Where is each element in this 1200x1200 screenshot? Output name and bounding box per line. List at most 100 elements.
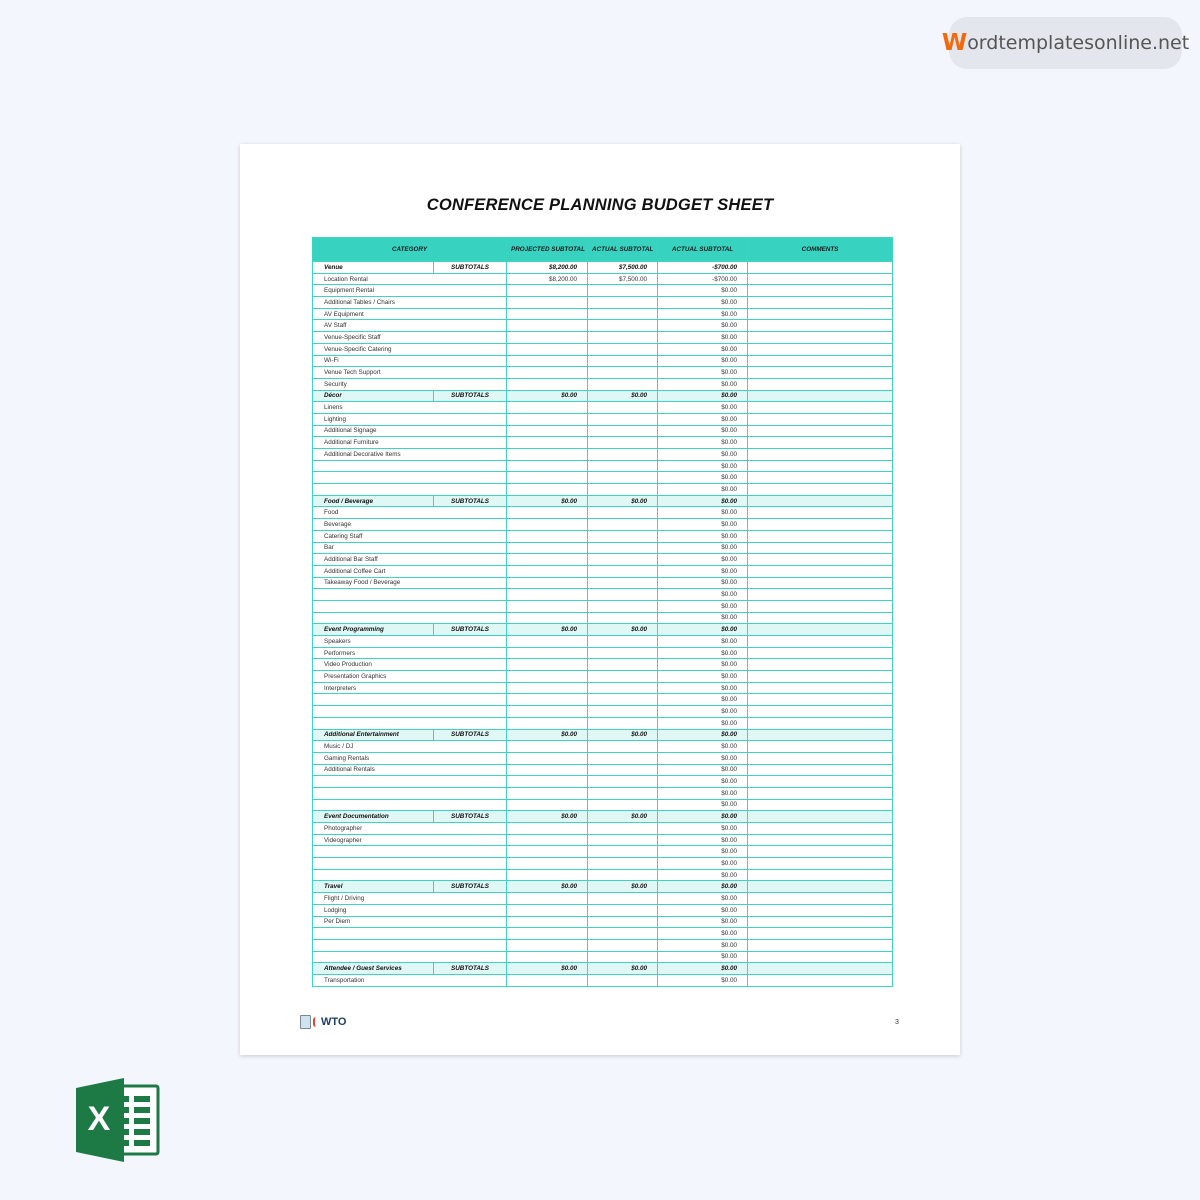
projected-cell: [506, 424, 589, 438]
comments-cell: [747, 529, 894, 543]
difference-cell: $0.00: [657, 751, 749, 765]
table-row: $0.00: [311, 471, 894, 485]
projected-subtotal: $0.00: [506, 389, 589, 403]
actual-cell: [587, 377, 659, 391]
excel-logo-icon: X: [76, 1078, 160, 1162]
actual-cell: [587, 412, 659, 426]
projected-cell: [506, 892, 589, 905]
difference-cell: $0.00: [657, 296, 749, 309]
section-subtotal-row: Event Documentation SUBTOTALS $0.00 $0.00 $0…: [312, 810, 894, 823]
projected-subtotal: $0.00: [506, 962, 589, 975]
table-row: Gaming Rentals $0.00: [311, 751, 894, 765]
table-row: Performers $0.00: [311, 646, 894, 660]
projected-cell: [506, 342, 589, 356]
item-label: AV Equipment: [311, 307, 508, 321]
logo-text: WTO: [321, 1016, 347, 1028]
table-row: Transportation $0.00: [311, 973, 894, 987]
item-label: Transportation: [311, 973, 508, 987]
actual-cell: [587, 307, 659, 321]
item-label: [311, 599, 508, 613]
item-label: [311, 611, 508, 625]
projected-cell: $8,200.00: [506, 272, 589, 286]
table-row: Additional Signage $0.00: [311, 424, 894, 438]
comments-cell: [747, 284, 894, 298]
difference-cell: $0.00: [657, 412, 749, 426]
comments-cell: [747, 436, 894, 449]
comments-cell: [747, 716, 894, 730]
projected-cell: [506, 786, 589, 800]
projected-subtotal: $0.00: [506, 728, 589, 742]
actual-cell: [587, 973, 659, 987]
difference-subtotal: $0.00: [657, 623, 749, 636]
item-label: [311, 950, 508, 964]
difference-cell: $0.00: [657, 868, 749, 882]
projected-subtotal: $0.00: [506, 880, 589, 894]
item-label: [311, 705, 508, 718]
table-row: Photographer $0.00: [311, 822, 894, 835]
header-comments: COMMENTS: [747, 237, 894, 262]
item-label: Takeaway Food / Beverage: [311, 576, 508, 590]
comments-cell: [747, 705, 894, 718]
actual-cell: [587, 342, 659, 356]
actual-cell: [587, 670, 659, 683]
difference-subtotal: $0.00: [657, 962, 749, 975]
projected-cell: [506, 576, 589, 590]
table-row: Lighting $0.00: [311, 412, 894, 426]
difference-cell: $0.00: [657, 436, 749, 449]
comments-cell: [747, 810, 894, 823]
table-row: Additional Rentals $0.00: [311, 763, 894, 777]
table-row: $0.00: [311, 950, 894, 964]
comments-cell: [747, 892, 894, 905]
subtotals-label: SUBTOTALS: [432, 623, 508, 636]
actual-cell: $7,500.00: [587, 272, 659, 286]
table-row: Beverage $0.00: [311, 518, 894, 531]
comments-cell: [747, 296, 894, 309]
table-row: $0.00: [311, 927, 894, 940]
projected-cell: [506, 646, 589, 660]
item-label: Flight / Driving: [311, 892, 508, 905]
difference-cell: $0.00: [657, 529, 749, 543]
table-row: Additional Bar Staff $0.00: [311, 553, 894, 566]
difference-cell: $0.00: [657, 377, 749, 391]
difference-subtotal: $0.00: [657, 810, 749, 823]
table-row: Additional Furniture $0.00: [311, 436, 894, 449]
section-name: Event Programming: [312, 623, 434, 636]
difference-cell: $0.00: [657, 705, 749, 718]
actual-cell: [587, 693, 659, 707]
comments-cell: [747, 880, 894, 894]
comments-cell: [747, 857, 894, 870]
comments-cell: [747, 576, 894, 590]
comments-cell: [747, 740, 894, 753]
item-label: Video Production: [311, 658, 508, 672]
projected-cell: [506, 319, 589, 333]
subtotals-label: SUBTOTALS: [432, 261, 508, 274]
table-row: Videographer $0.00: [311, 833, 894, 847]
difference-cell: $0.00: [657, 366, 749, 379]
difference-cell: $0.00: [657, 564, 749, 578]
subtotals-label: SUBTOTALS: [432, 810, 508, 823]
item-label: Additional Decorative Items: [311, 448, 508, 461]
item-label: Additional Tables / Chairs: [311, 296, 508, 309]
actual-cell: [587, 366, 659, 379]
difference-cell: $0.00: [657, 938, 749, 952]
comments-cell: [747, 845, 894, 859]
item-label: [311, 716, 508, 730]
table-row: $0.00: [311, 775, 894, 788]
item-label: Catering Staff: [311, 529, 508, 543]
projected-cell: [506, 973, 589, 987]
projected-cell: [506, 938, 589, 952]
item-label: Additional Furniture: [311, 436, 508, 449]
comments-cell: [747, 763, 894, 777]
projected-cell: [506, 296, 589, 309]
comments-cell: [747, 938, 894, 952]
table-row: Bar $0.00: [311, 541, 894, 555]
comments-cell: [747, 483, 894, 496]
table-row: $0.00: [311, 938, 894, 952]
projected-cell: [506, 611, 589, 625]
comments-cell: [747, 623, 894, 636]
comments-cell: [747, 588, 894, 601]
projected-cell: [506, 950, 589, 964]
watermark-text: ordtemplatesonline.net: [967, 32, 1190, 54]
actual-cell: [587, 892, 659, 905]
